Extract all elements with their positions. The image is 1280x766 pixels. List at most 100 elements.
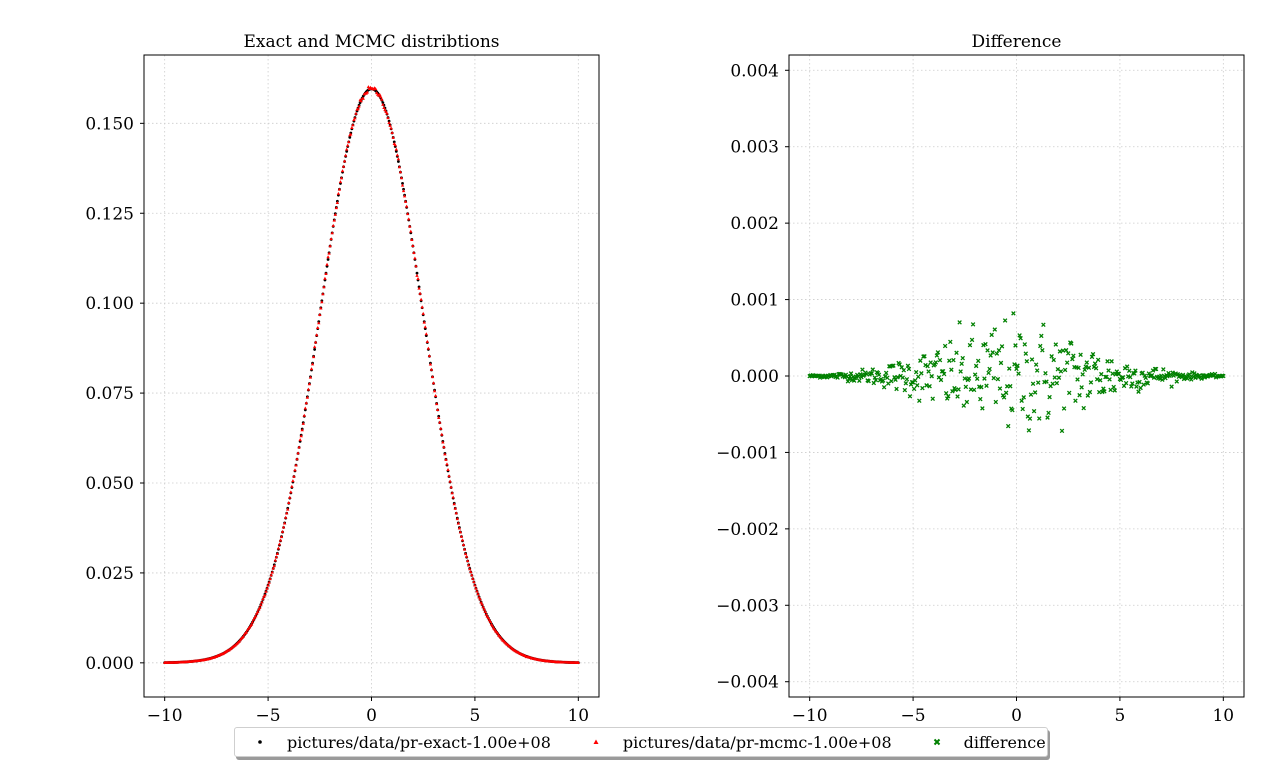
y-tick-label: 0.000 [730, 367, 779, 387]
difference-point [993, 399, 999, 405]
difference-point [1136, 389, 1141, 394]
difference-point [857, 378, 862, 384]
difference-point [1032, 390, 1038, 395]
mcmc-point [475, 589, 479, 593]
difference-point [1083, 364, 1089, 369]
mcmc-point [458, 530, 463, 534]
mcmc-point [300, 428, 304, 432]
mcmc-point [356, 107, 360, 111]
difference-point [973, 363, 979, 369]
exact-point [401, 182, 404, 185]
y-tick-label: −0.003 [716, 596, 779, 616]
y-tick-label: 0.000 [85, 654, 134, 674]
mcmc-point [347, 140, 351, 144]
mcmc-point [263, 593, 267, 597]
mcmc-point [299, 434, 303, 438]
difference-point [985, 348, 990, 353]
difference-point [1020, 406, 1025, 412]
mcmc-point [393, 143, 397, 147]
mcmc-point [453, 506, 457, 510]
mcmc-point [312, 345, 317, 349]
difference-point [1133, 368, 1138, 373]
mcmc-point [417, 286, 421, 290]
difference-point [1011, 311, 1016, 316]
mcmc-point [256, 610, 260, 614]
series-mcmc [162, 85, 581, 664]
difference-point [961, 403, 967, 408]
mcmc-point [301, 421, 305, 425]
mcmc-point [439, 426, 443, 430]
mcmc-point [407, 217, 411, 221]
difference-point [1049, 354, 1054, 359]
difference-point [1081, 405, 1086, 411]
difference-point [988, 353, 993, 358]
mcmc-point [274, 555, 279, 559]
mcmc-point [397, 165, 402, 169]
difference-point [1116, 371, 1122, 377]
mcmc-point [400, 183, 405, 187]
mcmc-point [476, 592, 480, 596]
difference-point [1106, 368, 1111, 373]
mcmc-point [395, 153, 400, 157]
mcmc-point [461, 543, 466, 547]
mcmc-point [472, 580, 476, 584]
difference-point [954, 350, 959, 356]
difference-point [960, 355, 965, 361]
mcmc-point [389, 126, 393, 130]
mcmc-point [298, 438, 302, 442]
legend-label-difference: difference [963, 732, 1046, 752]
mcmc-point [474, 586, 478, 590]
mcmc-point [247, 625, 252, 629]
mcmc-point [443, 452, 447, 456]
difference-point [1051, 357, 1056, 363]
mcmc-point [447, 474, 451, 478]
difference-point [1036, 416, 1042, 421]
mcmc-point [258, 606, 262, 610]
difference-point [927, 383, 932, 389]
mcmc-point [435, 407, 440, 411]
mcmc-point [325, 262, 329, 266]
difference-point [1029, 357, 1035, 362]
mcmc-point [481, 605, 485, 609]
difference-point [1033, 362, 1039, 367]
mcmc-point [304, 401, 309, 405]
mcmc-point [415, 273, 419, 277]
difference-point [1143, 375, 1149, 381]
difference-point [901, 368, 907, 373]
x-tick-label: 10 [1212, 706, 1234, 726]
mcmc-point [454, 511, 458, 515]
legend-item-exact: pictures/data/pr-exact-1.00e+08 [249, 731, 551, 753]
mcmc-point [373, 87, 378, 91]
difference-point [1040, 347, 1045, 353]
mcmc-point [450, 491, 454, 495]
difference-point [1094, 377, 1100, 382]
difference-point [1066, 390, 1072, 396]
difference-point [851, 378, 857, 383]
exact-point [348, 135, 352, 139]
difference-point [1129, 384, 1134, 389]
difference-point [883, 370, 889, 376]
mcmc-point [357, 104, 361, 108]
difference-point [1057, 349, 1063, 354]
mcmc-point [398, 170, 403, 174]
mcmc-point [328, 244, 332, 248]
mcmc-point [237, 639, 241, 643]
difference-point [1039, 333, 1044, 339]
difference-point [971, 387, 977, 393]
difference-point [868, 371, 873, 376]
difference-point [998, 360, 1004, 366]
mcmc-point [317, 321, 321, 325]
difference-point [972, 372, 978, 377]
mcmc-point [442, 445, 446, 449]
mcmc-point [330, 231, 334, 235]
mcmc-point [249, 622, 254, 626]
mcmc-point [409, 229, 413, 233]
difference-point [1028, 392, 1034, 397]
difference-point [962, 376, 968, 381]
mcmc-point [346, 143, 350, 147]
difference-point [869, 371, 874, 376]
difference-point [1069, 341, 1074, 346]
y-tick-label: 0.050 [85, 474, 134, 494]
difference-point [1064, 360, 1070, 365]
